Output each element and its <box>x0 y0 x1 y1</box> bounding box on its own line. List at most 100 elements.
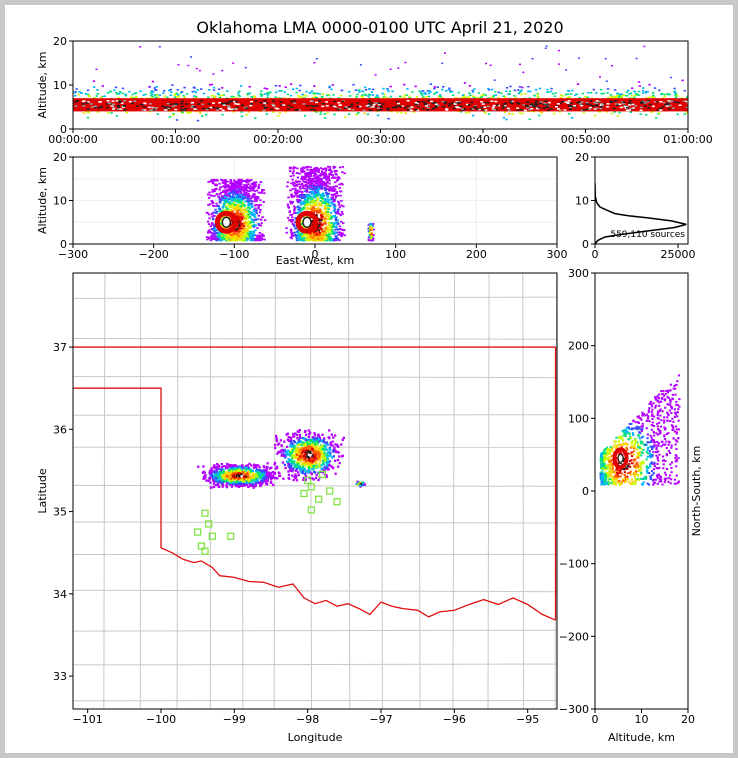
density-cell <box>299 84 302 87</box>
density-cell <box>332 203 336 206</box>
density-cell <box>314 169 318 171</box>
density-cell <box>326 201 330 203</box>
density-cell <box>301 202 304 205</box>
density-cell <box>313 188 316 191</box>
density-cell <box>241 203 244 206</box>
density-cell <box>246 197 250 200</box>
density-cell <box>340 235 343 238</box>
density-core-cell <box>76 100 79 102</box>
density-core-cell <box>123 105 127 107</box>
density-cell <box>313 177 317 179</box>
density-cell <box>233 207 236 209</box>
density-core-cell <box>656 109 660 111</box>
density-cell <box>319 199 322 202</box>
density-cell <box>286 185 289 188</box>
density-cell <box>382 87 385 90</box>
density-cell <box>257 239 261 242</box>
density-cell <box>639 113 642 115</box>
density-cell <box>243 232 246 234</box>
density-cell <box>319 173 322 175</box>
density-cell <box>590 91 593 94</box>
density-cell <box>246 235 249 238</box>
density-cell <box>361 90 364 92</box>
density-cell <box>232 190 235 192</box>
density-cell <box>306 172 309 175</box>
density-cell <box>340 190 343 193</box>
density-cell <box>249 231 253 233</box>
density-cell <box>330 171 333 173</box>
density-cell <box>289 83 293 85</box>
density-cell <box>337 203 341 206</box>
density-cell <box>442 86 445 88</box>
density-cell <box>329 198 332 201</box>
density-cell <box>310 225 313 227</box>
density-cell <box>592 88 595 91</box>
density-cell <box>162 92 165 94</box>
density-core-cell <box>107 102 111 104</box>
density-cell <box>290 213 294 216</box>
density-core-cell <box>465 103 469 106</box>
density-cell <box>321 172 325 175</box>
density-cell <box>257 214 261 217</box>
density-cell <box>311 191 315 193</box>
density-cell <box>254 117 257 119</box>
density-cell <box>240 222 243 225</box>
density-cell <box>215 478 218 481</box>
density-core-cell <box>336 108 340 111</box>
density-core-cell <box>233 101 237 103</box>
density-cell <box>655 117 658 119</box>
density-cell <box>552 112 556 115</box>
density-cell <box>493 79 496 81</box>
density-cell <box>253 181 256 184</box>
density-cell <box>369 225 372 228</box>
density-core-cell <box>228 100 232 103</box>
density-cell <box>637 94 641 97</box>
density-cell <box>151 93 154 96</box>
density-core-cell <box>270 108 274 110</box>
county-line <box>73 296 557 299</box>
density-core-cell <box>119 108 123 110</box>
density-cell <box>258 235 261 238</box>
density-core-cell <box>207 107 210 110</box>
density-cell <box>657 113 660 115</box>
density-core-cell <box>184 108 188 110</box>
figure-title: Oklahoma LMA 0000-0100 UTC April 21, 202… <box>196 18 563 37</box>
density-cell <box>260 218 263 221</box>
density-cell <box>121 87 125 90</box>
figure-background <box>5 5 733 753</box>
density-cell <box>286 93 290 96</box>
density-cell <box>297 95 300 97</box>
density-cell <box>328 182 331 185</box>
density-cell <box>250 211 254 214</box>
density-cell <box>296 167 299 170</box>
density-cell <box>129 96 133 99</box>
density-cell <box>296 191 299 194</box>
density-cell <box>245 186 249 189</box>
density-cell <box>240 180 243 182</box>
density-cell <box>230 219 234 222</box>
density-cell <box>314 97 318 99</box>
density-cell <box>323 206 327 209</box>
x-tick-label: 200 <box>466 248 487 261</box>
density-core-cell <box>112 103 116 105</box>
density-cell <box>233 187 237 190</box>
density-cell <box>242 211 245 214</box>
density-cell <box>298 89 301 92</box>
density-cell <box>637 81 641 83</box>
density-core-cell <box>347 108 351 110</box>
density-cell <box>236 229 239 232</box>
density-cell <box>207 229 211 232</box>
density-core-cell <box>216 107 219 109</box>
density-core-cell <box>209 106 213 109</box>
density-core-cell <box>397 102 400 105</box>
density-cell <box>309 187 312 190</box>
density-cell <box>219 186 222 189</box>
density-core-cell <box>618 103 622 105</box>
density-cell <box>487 113 491 115</box>
density-cell <box>448 87 451 90</box>
density-cell <box>633 90 636 93</box>
density-cell <box>171 84 174 86</box>
density-cell <box>224 187 227 189</box>
density-cell <box>312 199 315 202</box>
density-cell <box>329 186 332 188</box>
